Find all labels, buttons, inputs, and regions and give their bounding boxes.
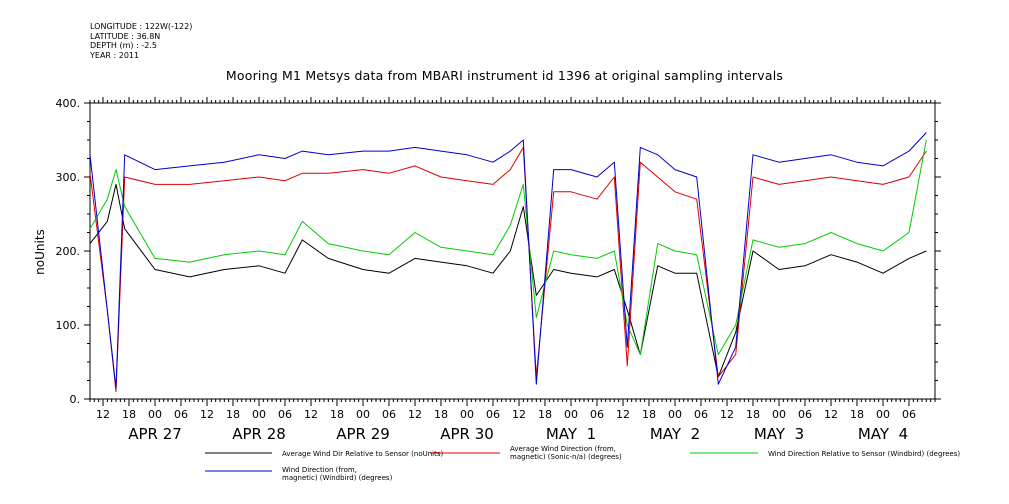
chart-title: Mooring M1 Metsys data from MBARI instru… — [225, 68, 784, 83]
y-tick-label: 100. — [56, 319, 81, 332]
x-tick-label: 18 — [746, 408, 760, 421]
x-tick-label: 00 — [876, 408, 890, 421]
x-tick-label: 18 — [642, 408, 656, 421]
legend-label-4: Wind Direction (from, magnetic) (Windbird… — [282, 466, 393, 482]
x-tick-label: 18 — [538, 408, 552, 421]
latitude-label: LATITUDE : 36.8N — [90, 31, 161, 41]
x-day-label: MAY 4 — [858, 425, 908, 443]
x-tick-label: 00 — [460, 408, 474, 421]
legend-label-3: Wind Direction Relative to Sensor (Windb… — [768, 450, 960, 458]
legend-label-line: magnetic) (Sonic-n/a) (degrees) — [510, 453, 622, 461]
plot-frame — [89, 102, 936, 400]
x-tick-label: 18 — [850, 408, 864, 421]
metadata-block: LONGITUDE : 122W(-122) LATITUDE : 36.8N … — [90, 22, 192, 60]
x-tick-label: 12 — [96, 408, 110, 421]
plot-border — [89, 102, 936, 400]
x-tick-label: 06 — [278, 408, 292, 421]
legend-label-line: Average Wind Direction (from, — [510, 445, 616, 453]
x-day-label: APR 27 — [128, 425, 182, 443]
x-tick-label: 12 — [616, 408, 630, 421]
y-axis-label: noUnits — [33, 229, 47, 275]
x-tick-label: 12 — [408, 408, 422, 421]
legend: Average Wind Dir Relative to Sensor (noU… — [205, 445, 960, 482]
longitude-label: LONGITUDE : 122W(-122) — [90, 22, 193, 31]
x-tick-label: 18 — [330, 408, 344, 421]
series-line-3 — [89, 139, 927, 356]
legend-label-2: Average Wind Direction (from, magnetic) (… — [510, 445, 622, 461]
x-tick-label: 12 — [200, 408, 214, 421]
x-tick-label: 06 — [590, 408, 604, 421]
year-label: YEAR : 2011 — [90, 50, 140, 60]
x-tick-label: 06 — [694, 408, 708, 421]
x-tick-label: 00 — [148, 408, 162, 421]
y-axis: 0. 100. 200. 300. 400. — [56, 97, 941, 406]
x-tick-label: 00 — [252, 408, 266, 421]
x-day-label: APR 28 — [232, 425, 286, 443]
x-tick-label: 00 — [668, 408, 682, 421]
x-tick-label: 00 — [564, 408, 578, 421]
x-tick-label: 00 — [772, 408, 786, 421]
series-line-4 — [89, 132, 927, 389]
depth-label: DEPTH (m) : -2.5 — [90, 41, 157, 50]
x-tick-label: 18 — [122, 408, 136, 421]
x-tick-label: 06 — [902, 408, 916, 421]
x-tick-label: 06 — [486, 408, 500, 421]
x-day-label: MAY 2 — [650, 425, 700, 443]
x-tick-label: 12 — [304, 408, 318, 421]
legend-label-line: magnetic) (Windbird) (degrees) — [282, 474, 393, 482]
series-line-2 — [89, 146, 927, 393]
series-line-1 — [89, 183, 927, 378]
y-tick-label: 200. — [56, 245, 81, 258]
x-tick-label: 06 — [174, 408, 188, 421]
x-day-label: MAY 1 — [546, 425, 596, 443]
x-tick-label: 18 — [434, 408, 448, 421]
y-tick-label: 0. — [70, 393, 81, 406]
x-tick-label: 06 — [382, 408, 396, 421]
x-tick-label: 06 — [798, 408, 812, 421]
x-tick-label: 12 — [512, 408, 526, 421]
x-day-label: APR 30 — [440, 425, 494, 443]
y-tick-label: 400. — [56, 97, 81, 110]
legend-label-1: Average Wind Dir Relative to Sensor (noU… — [282, 450, 443, 458]
y-tick-label: 300. — [56, 171, 81, 184]
x-axis: 12 18 00 06 12 18 00 06 12 18 00 06 12 18 00 06 12 18 00 06… — [89, 97, 936, 443]
x-day-label: APR 29 — [336, 425, 390, 443]
series-layer — [89, 132, 927, 393]
x-tick-label: 12 — [720, 408, 734, 421]
x-tick-label: 12 — [824, 408, 838, 421]
x-tick-label: 00 — [356, 408, 370, 421]
x-day-label: MAY 3 — [754, 425, 804, 443]
legend-label-line: Wind Direction (from, — [282, 466, 357, 474]
x-tick-label: 18 — [226, 408, 240, 421]
